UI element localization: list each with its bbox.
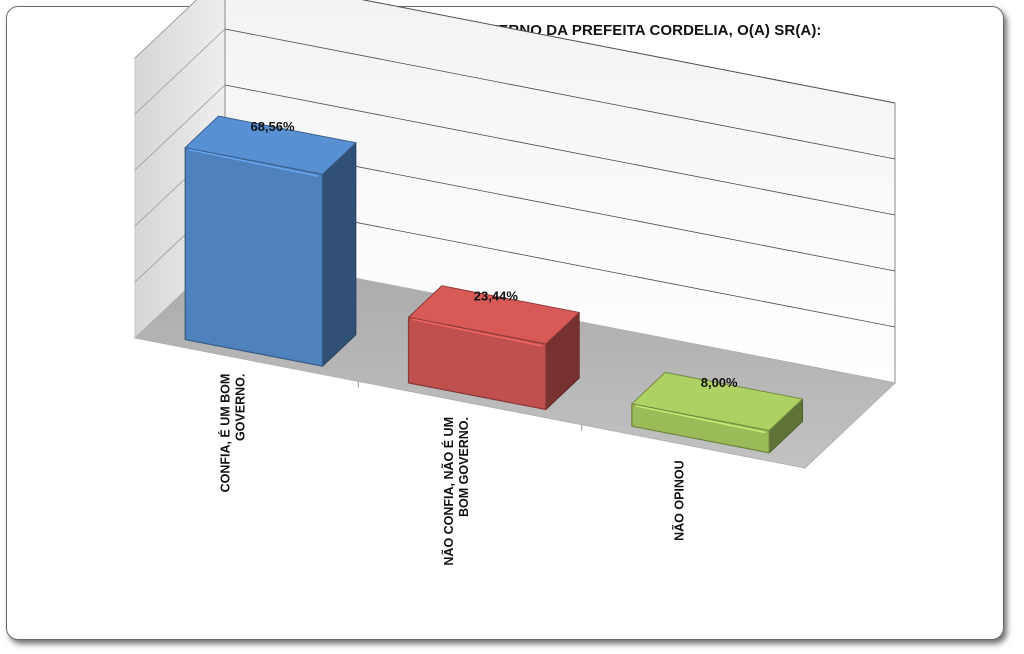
bar-top	[631, 371, 804, 431]
category-label: NÃO OPINOU	[671, 460, 686, 541]
gridline	[362, 0, 896, 104]
bar-side	[322, 142, 357, 367]
gridline-side	[134, 0, 197, 59]
data-label: 8,00%	[701, 375, 738, 390]
category-label: CONFIA, É UM BOM	[218, 374, 233, 493]
category-label: BOM GOVERNO.	[457, 417, 471, 517]
bar-highlight	[635, 405, 766, 434]
data-label: 68,56%	[250, 119, 295, 134]
bar-top	[408, 285, 580, 345]
category-label: GOVERNO.	[234, 374, 248, 441]
category-label: NÃO CONFIA, NÃO É UM	[441, 417, 456, 566]
bar-nao-opinou	[631, 371, 804, 454]
gridline	[224, 84, 896, 216]
gridline-side	[134, 28, 226, 115]
bar-front	[184, 146, 324, 367]
bar-confia	[184, 115, 357, 367]
bar-nao-confia	[407, 285, 580, 411]
gridline	[224, 28, 896, 160]
bar-top	[184, 115, 357, 175]
bar-highlight	[412, 318, 543, 347]
gridline-side	[134, 84, 226, 171]
data-label: 23,44%	[474, 288, 519, 303]
bar-highlight	[189, 148, 319, 177]
